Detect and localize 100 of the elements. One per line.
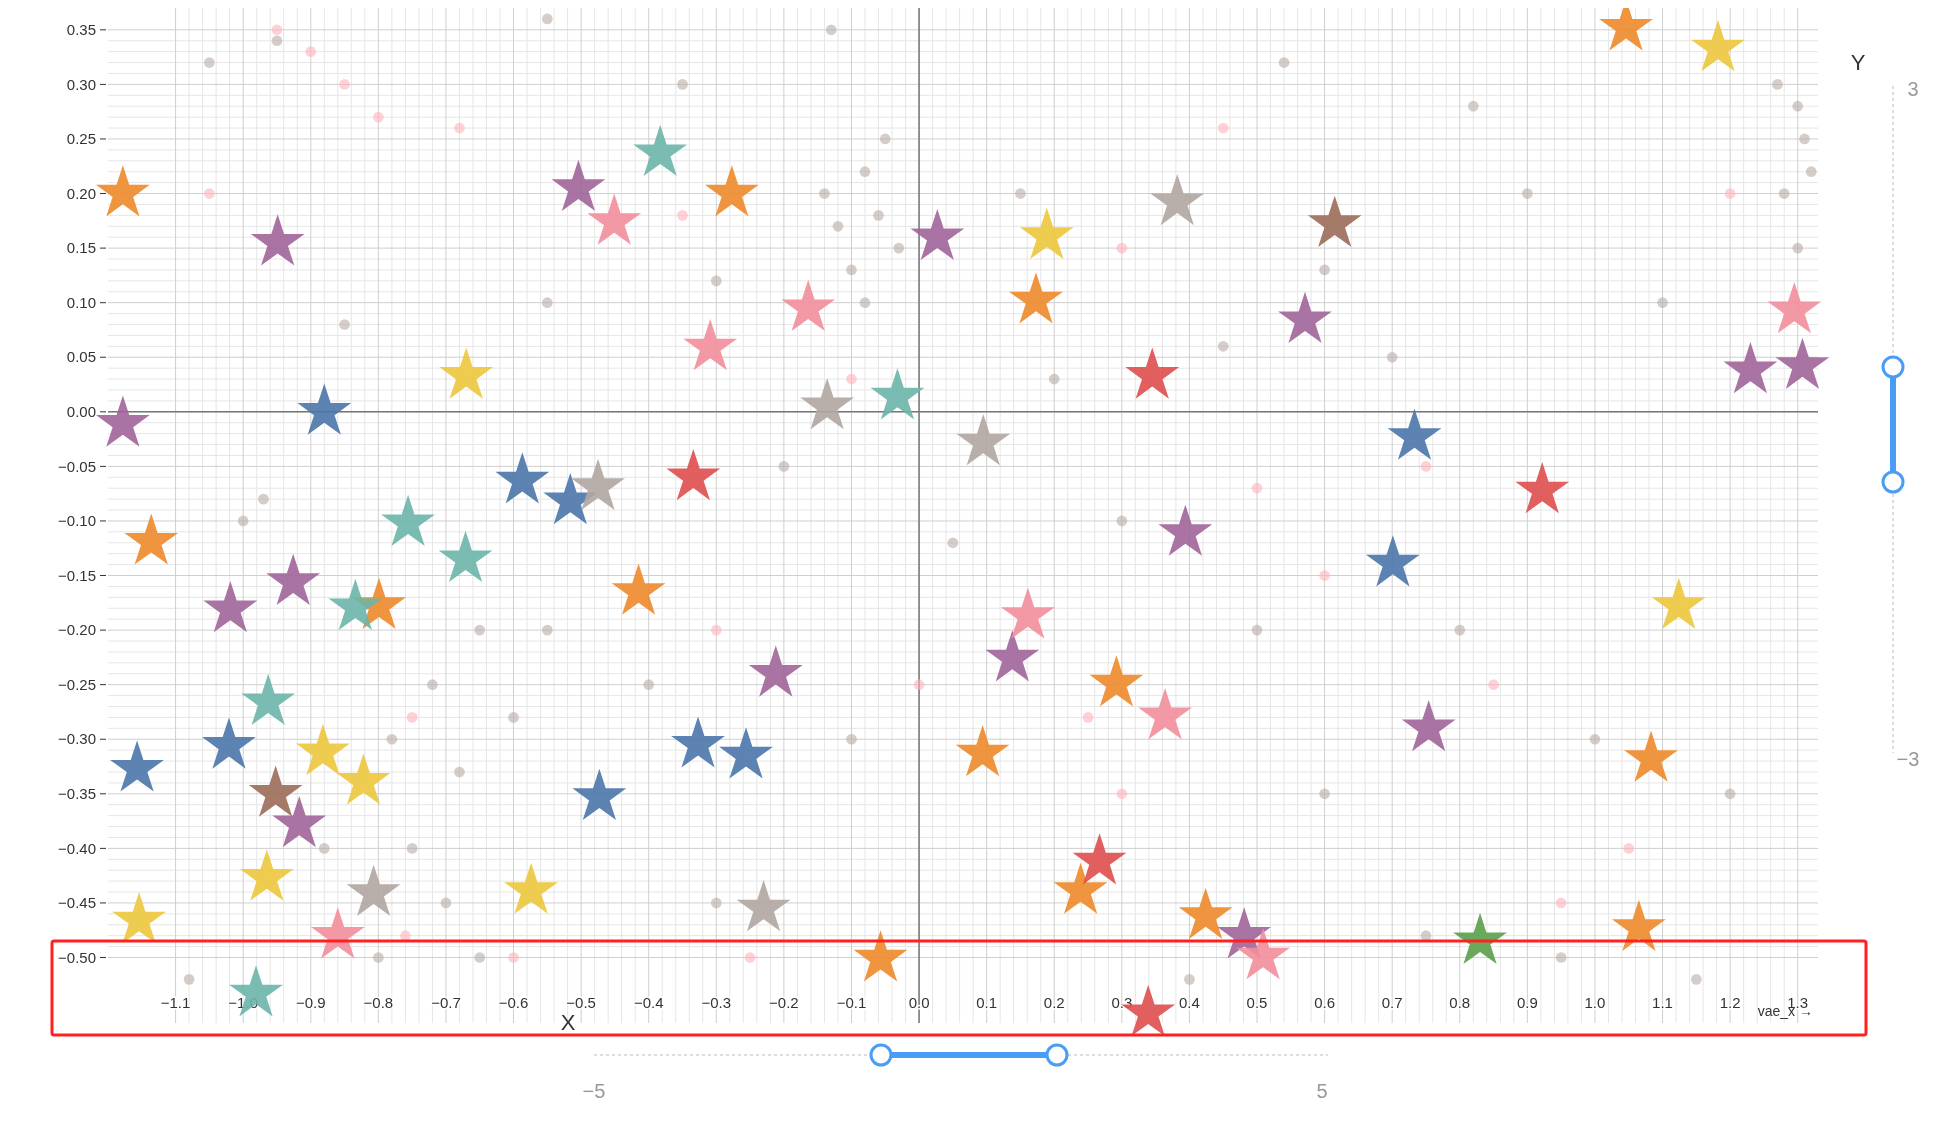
point: [671, 716, 725, 768]
point: [272, 796, 327, 848]
point: [832, 220, 844, 232]
point: [239, 849, 294, 901]
point: [572, 768, 627, 820]
point: [947, 537, 959, 549]
point: [1772, 79, 1783, 90]
point: [800, 378, 855, 430]
point: [1178, 887, 1233, 939]
point: [1138, 688, 1193, 740]
y-tick-label: 0.20: [66, 184, 96, 202]
text: Y: [1850, 50, 1866, 75]
point: [736, 880, 791, 932]
point: [1217, 122, 1229, 134]
point: [781, 279, 836, 332]
point: [1009, 272, 1063, 324]
x-tick-label: −0.5: [566, 994, 596, 1011]
y-tick-label: −0.10: [58, 512, 96, 530]
x-tick-label: 0.1: [976, 994, 998, 1011]
point: [1116, 515, 1128, 527]
point: [870, 368, 925, 420]
point: [1089, 655, 1144, 707]
point: [859, 166, 871, 178]
point: [819, 188, 830, 199]
text: −5: [582, 1080, 606, 1102]
y-tick-label: 0.00: [66, 403, 96, 421]
y-tick-label: −0.30: [58, 730, 96, 748]
point: [258, 493, 269, 505]
y-tick-label: −0.15: [58, 566, 96, 584]
x-tick-label: −0.4: [633, 994, 664, 1011]
point: [110, 740, 164, 792]
point: [873, 210, 884, 221]
point: [1467, 100, 1479, 112]
x-tick-label: 1.2: [1719, 994, 1741, 1011]
point: [859, 297, 871, 309]
point: [611, 563, 666, 615]
text: 5: [1316, 1080, 1328, 1102]
x-tick-label: −1.1: [160, 994, 191, 1011]
point: [1611, 899, 1666, 951]
point: [1651, 577, 1706, 629]
point: [95, 395, 150, 447]
x-tick-label: 0.6: [1314, 994, 1336, 1011]
y-tick-label: 0.10: [66, 293, 96, 311]
y-tick-label: −0.35: [58, 785, 96, 803]
point: [237, 515, 249, 527]
point: [204, 188, 215, 199]
point: [1515, 462, 1570, 514]
x-tick-label: −0.7: [431, 994, 461, 1011]
point: [439, 347, 494, 399]
point: [438, 530, 493, 583]
point: [381, 494, 436, 547]
x-tick-label: 0.5: [1246, 994, 1268, 1011]
point: [683, 319, 738, 371]
point: [1799, 133, 1810, 145]
point: [541, 13, 553, 25]
point: [1386, 351, 1398, 363]
x-tick-label: −0.1: [836, 994, 867, 1011]
point: [1116, 242, 1128, 254]
x-tick-label: 0.4: [1178, 994, 1200, 1011]
y-tick-label: 0.35: [66, 21, 96, 39]
x-tick-label: 0.3: [1111, 994, 1133, 1011]
point: [1401, 700, 1456, 752]
point: [1048, 373, 1060, 385]
point: [710, 275, 722, 287]
point: [1365, 535, 1420, 587]
point: [571, 458, 625, 511]
point: [297, 383, 352, 435]
point: [846, 264, 857, 276]
point: [1319, 264, 1330, 276]
x-tick-label: 1.0: [1584, 994, 1606, 1011]
point: [1420, 461, 1432, 472]
point: [310, 907, 365, 959]
point: [666, 448, 721, 501]
point: [1724, 188, 1736, 199]
point: [956, 414, 1011, 466]
point: [1236, 928, 1291, 980]
point: [1251, 624, 1263, 636]
y-tick-label: −0.40: [58, 839, 96, 857]
point: [339, 79, 350, 90]
point: [1624, 730, 1678, 782]
text: 3: [1907, 78, 1919, 100]
x-tick-label: −0.9: [295, 994, 326, 1011]
point: [339, 319, 350, 330]
x-tick-label: −0.8: [363, 994, 394, 1011]
point: [495, 452, 550, 504]
point: [1217, 340, 1229, 352]
point: [677, 210, 688, 221]
point: [748, 645, 803, 697]
point: [296, 724, 350, 776]
point: [1125, 347, 1180, 399]
point: [1072, 833, 1127, 885]
point: [266, 553, 321, 605]
annotation: X: [560, 1010, 576, 1035]
point: [1775, 337, 1830, 389]
point: [204, 57, 215, 68]
point: [1387, 408, 1442, 460]
point: [346, 864, 401, 917]
point: [1158, 504, 1213, 556]
point: [893, 242, 905, 254]
point: [677, 79, 688, 90]
